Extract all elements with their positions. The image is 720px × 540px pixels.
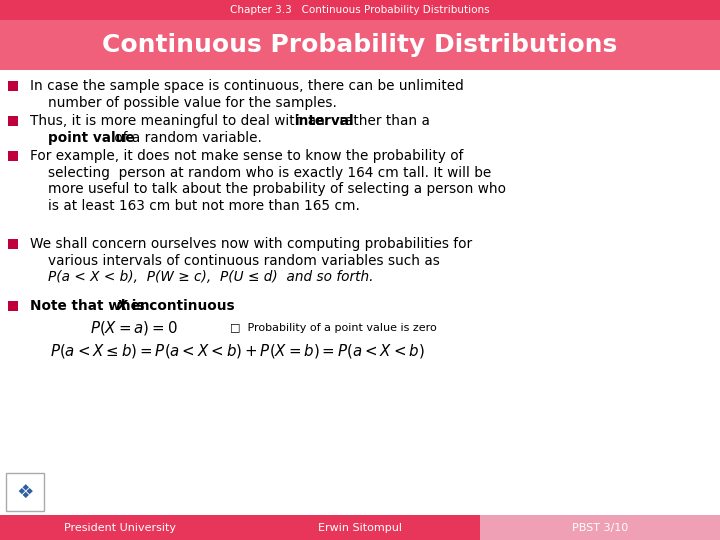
Text: Thus, it is more meaningful to deal with an: Thus, it is more meaningful to deal with… [30,114,329,128]
Text: ❖: ❖ [17,483,34,502]
Text: $P(a < X \leq b) = P(a < X < b) + P(X = b) = P(a < X < b)$: $P(a < X \leq b) = P(a < X < b) + P(X = … [50,342,425,360]
Bar [0,20,720,70]
Text: various intervals of continuous random variables such as: various intervals of continuous random v… [48,254,440,268]
Bar [0,70,720,515]
Text: selecting  person at random who is exactly 164 cm tall. It will be: selecting person at random who is exactl… [48,166,491,180]
Bar [8,116,18,126]
Bar [8,151,18,161]
Text: interval: interval [295,114,355,128]
Bar [8,81,18,91]
Text: $P(X = a) = 0$: $P(X = a) = 0$ [90,319,178,337]
Bar [0,515,240,540]
Text: Erwin Sitompul: Erwin Sitompul [318,523,402,532]
Text: Note that when: Note that when [30,299,154,313]
Text: □  Probability of a point value is zero: □ Probability of a point value is zero [230,323,437,333]
Text: X: X [117,299,127,313]
Text: We shall concern ourselves now with computing probabilities for: We shall concern ourselves now with comp… [30,237,472,251]
Text: In case the sample space is continuous, there can be unlimited: In case the sample space is continuous, … [30,79,464,93]
Bar [8,239,18,249]
Bar [0,0,720,20]
Text: more useful to talk about the probability of selecting a person who: more useful to talk about the probabilit… [48,182,506,196]
Text: is continuous: is continuous [127,299,235,313]
Bar [8,301,18,310]
Text: is at least 163 cm but not more than 165 cm.: is at least 163 cm but not more than 165… [48,199,360,213]
Text: of a random variable.: of a random variable. [110,131,262,145]
Bar [480,515,720,540]
Text: Continuous Probability Distributions: Continuous Probability Distributions [102,33,618,57]
Bar [240,515,480,540]
Text: P(a < X < b),  P(W ≥ c),  P(U ≤ d)  and so forth.: P(a < X < b), P(W ≥ c), P(U ≤ d) and so … [48,270,374,284]
Text: PBST 3/10: PBST 3/10 [572,523,628,532]
Text: Chapter 3.3   Continuous Probability Distributions: Chapter 3.3 Continuous Probability Distr… [230,5,490,15]
Text: For example, it does not make sense to know the probability of: For example, it does not make sense to k… [30,149,464,163]
Text: point value: point value [48,131,135,145]
Text: rather than a: rather than a [335,114,430,128]
Text: President University: President University [64,523,176,532]
Text: number of possible value for the samples.: number of possible value for the samples… [48,96,337,110]
Bar [6,473,44,511]
